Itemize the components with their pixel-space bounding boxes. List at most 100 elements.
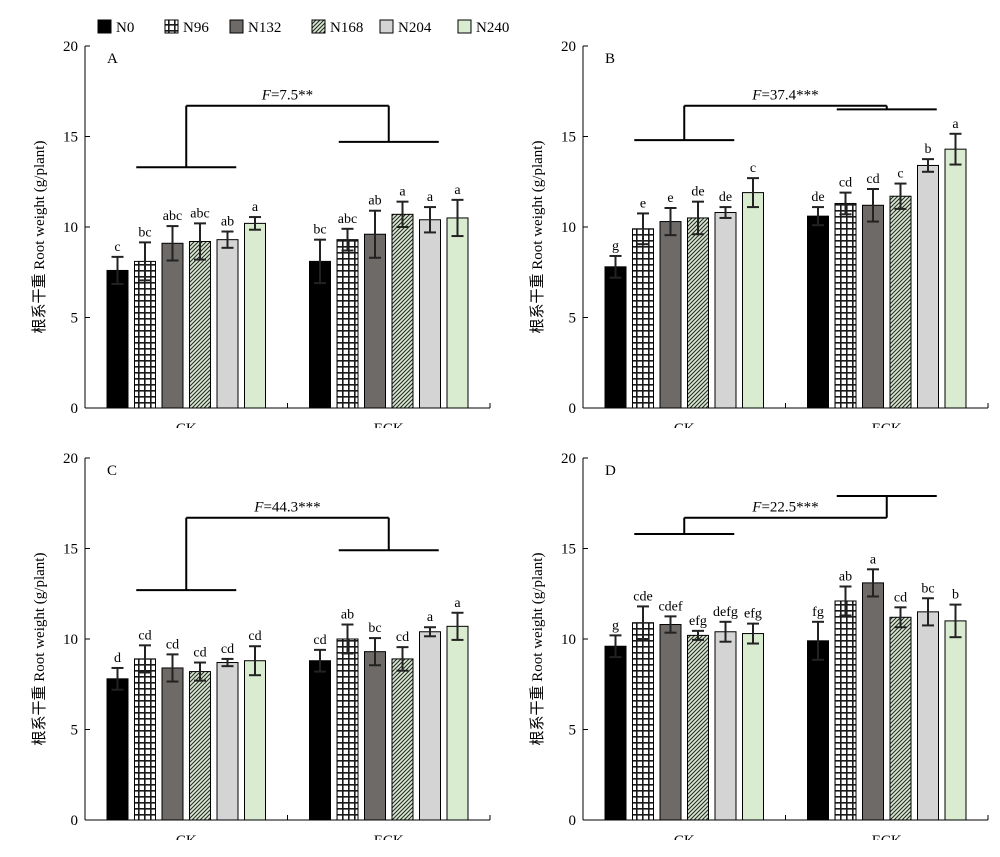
bar-n204-ck <box>714 631 737 821</box>
bar-n0-ck <box>106 269 129 409</box>
chart-b-svg: 0 5 10 15 20 根系干重 Root weight (g/plant) Bg e e de… <box>529 39 989 437</box>
y-axis-label: 根系干重 Root weight (g/plant) <box>529 141 546 334</box>
significance-letter-n204-ck: cd <box>221 642 234 657</box>
legend-swatch-n132 <box>229 19 244 34</box>
bar-n0-ck <box>106 678 129 821</box>
significance-letter-n0-eck: de <box>811 190 824 205</box>
y-axis-label: 根系干重 Root weight (g/plant) <box>31 553 48 746</box>
y-tick-label: 20 <box>561 451 576 467</box>
significance-letter-n0-eck: fg <box>812 605 824 620</box>
significance-letter-n204-ck: de <box>719 190 732 205</box>
panel-label: B <box>605 51 615 67</box>
bar-n96-eck <box>834 202 857 409</box>
bar-n0-ck <box>604 266 627 409</box>
bar-n204-eck <box>419 631 441 821</box>
f-statistic-value: =7.5** <box>271 88 313 104</box>
y-tick-label: 15 <box>561 130 576 146</box>
significance-letter-n204-eck: a <box>427 190 434 205</box>
significance-letter-n168-ck: abc <box>190 206 209 221</box>
bar-n240-ck <box>244 660 266 821</box>
legend-swatch-n96 <box>164 19 179 34</box>
y-tick-label: 15 <box>63 542 78 558</box>
bar-n132-ck <box>161 242 184 409</box>
significance-letter-n132-ck: cd <box>166 637 179 652</box>
legend-label-n0: N0 <box>116 20 134 36</box>
bar-n168-ck <box>687 634 709 821</box>
y-axis-label: 根系干重 Root weight (g/plant) <box>31 141 48 334</box>
legend-label-n96: N96 <box>183 20 209 36</box>
significance-letter-n96-eck: ab <box>839 570 852 585</box>
f-statistic-value: =37.4*** <box>761 88 818 104</box>
y-tick-label: 0 <box>569 813 577 829</box>
f-statistic-value: =44.3*** <box>263 500 320 516</box>
bar-n240-ck <box>742 192 764 409</box>
bar-n132-ck <box>659 624 682 821</box>
y-tick-label: 20 <box>561 39 576 55</box>
panel-label: D <box>605 463 616 479</box>
bar-n96-ck <box>134 260 156 409</box>
bar-n240-eck <box>944 620 967 821</box>
bar-n240-ck <box>244 222 266 409</box>
bar-n168-ck <box>189 240 211 409</box>
significance-letter-n96-eck: ab <box>341 608 354 623</box>
y-tick-label: 20 <box>63 39 78 55</box>
significance-letter-n96-ck: cd <box>138 628 151 643</box>
legend-swatch-n204 <box>379 19 394 34</box>
significance-letter-n240-ck: a <box>252 200 259 215</box>
bar-n132-eck <box>862 204 884 409</box>
significance-letter-n168-ck: de <box>691 185 704 200</box>
y-tick-label: 15 <box>63 130 78 146</box>
bar-n132-ck <box>659 221 682 409</box>
significance-letter-n168-eck: c <box>897 167 903 182</box>
bar-n132-eck <box>862 582 884 821</box>
x-tick-label-ck: CK <box>176 833 197 840</box>
significance-letter-n0-ck: g <box>612 239 619 254</box>
bar-n204-eck <box>917 611 939 821</box>
significance-letter-n132-eck: bc <box>368 621 381 636</box>
significance-letter-n240-eck: b <box>952 588 959 603</box>
f-statistic: F=7.5** <box>261 88 313 104</box>
bar-n132-eck <box>364 233 386 409</box>
bar-n132-ck <box>161 667 184 821</box>
y-tick-label: 10 <box>561 632 576 648</box>
significance-letter-n240-eck: a <box>454 183 461 198</box>
x-tick-label-ck: CK <box>674 833 695 840</box>
bar-n168-eck <box>391 213 414 409</box>
bar-n240-ck <box>742 633 764 821</box>
f-statistic: F=44.3*** <box>253 500 320 516</box>
bar-n204-ck <box>216 662 239 821</box>
legend-swatch-n240 <box>457 19 472 34</box>
f-statistic-symbol: F <box>253 500 264 516</box>
significance-letter-n132-ck: abc <box>163 209 182 224</box>
bar-n168-eck <box>889 195 912 409</box>
bar-n0-eck <box>309 660 331 821</box>
significance-letter-n204-eck: bc <box>921 581 934 596</box>
significance-letter-n240-ck: cd <box>248 629 261 644</box>
bar-n96-eck <box>336 638 359 821</box>
y-tick-label: 5 <box>71 311 79 327</box>
legend-svg: N0 N96 N132 N168 N204 N240 <box>97 19 509 36</box>
y-axis-label: 根系干重 Root weight (g/plant) <box>529 553 546 746</box>
y-tick-label: 0 <box>569 401 577 417</box>
significance-letter-n168-eck: a <box>399 185 406 200</box>
bar-n204-eck <box>419 219 441 409</box>
chart-legend: N0 N96 N132 N168 N204 N240 <box>0 0 1000 40</box>
significance-letter-n0-ck: g <box>612 618 619 633</box>
bar-n240-eck <box>944 148 967 409</box>
bar-n132-eck <box>364 651 386 821</box>
y-tick-label: 15 <box>561 542 576 558</box>
legend-label-n240: N240 <box>476 20 509 36</box>
bar-n240-eck <box>446 217 469 409</box>
bar-n96-eck <box>336 239 359 409</box>
significance-letter-n240-eck: a <box>952 117 959 132</box>
bar-n168-ck <box>189 671 211 821</box>
significance-letter-n168-eck: cd <box>396 630 409 645</box>
significance-letter-n168-ck: efg <box>689 614 707 629</box>
bar-n168-eck <box>391 658 414 821</box>
legend-label-n168: N168 <box>330 20 363 36</box>
y-tick-label: 5 <box>569 311 577 327</box>
